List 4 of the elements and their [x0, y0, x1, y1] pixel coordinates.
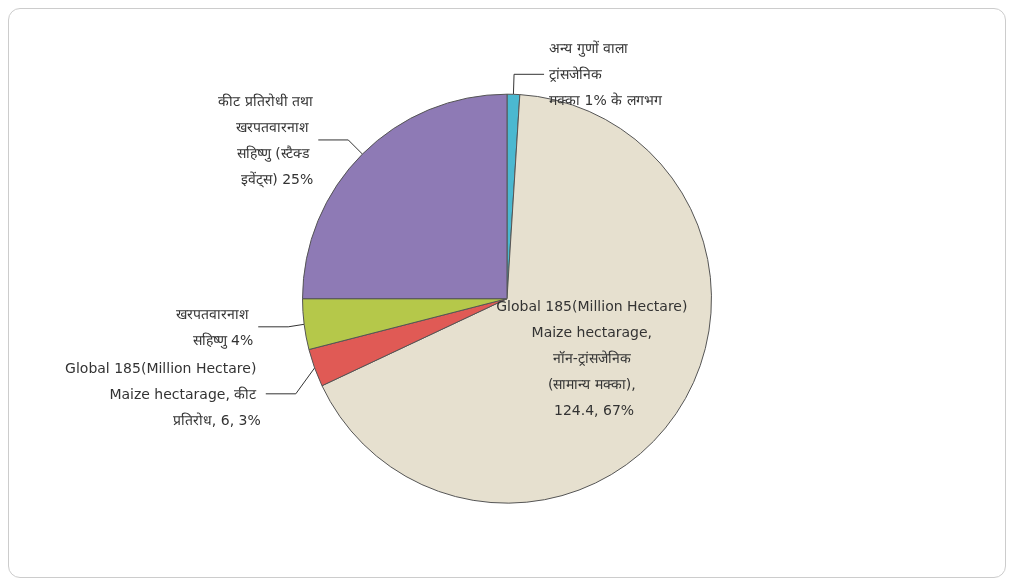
slice-label: Global 185(Million Hectare) Maize hectarage, कीट प्रतिरोध, 6, 3%	[65, 359, 261, 428]
slice-label: खरपतवारनाश सहिष्णु 4%	[175, 305, 254, 349]
slice-label: कीट प्रतिरोधी तथा खरपतवारनाश सहिष्णु (स्टैक्ड इवेंट्स) 25%	[218, 92, 314, 188]
slice-label: Global 185(Million Hectare) Maize hectarage, नॉन-ट्रांसजेनिक (सामान्य मक्का), 124.4, 67%	[496, 297, 692, 418]
